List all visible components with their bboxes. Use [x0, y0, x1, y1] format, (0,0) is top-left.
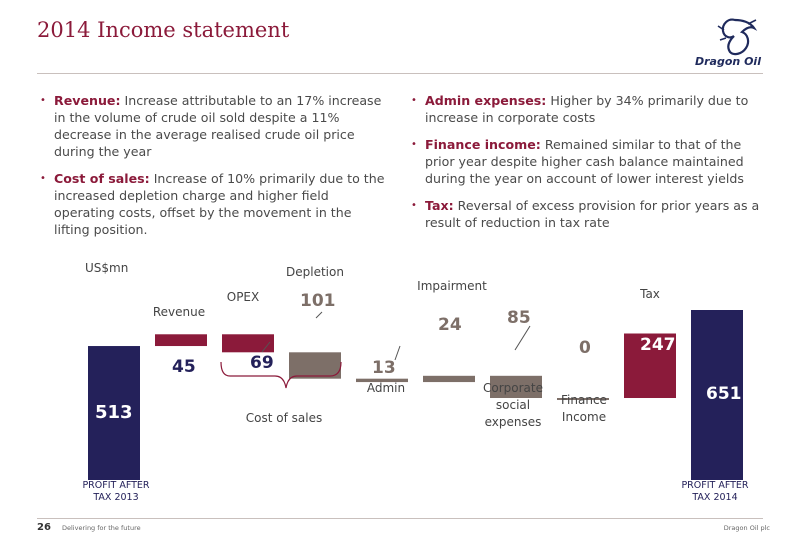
value-label: 45: [172, 357, 196, 377]
value-label: 101: [300, 291, 336, 311]
bullets-left: Revenue: Increase attributable to an 17%…: [38, 92, 388, 248]
bullet-heading: Revenue:: [54, 93, 121, 108]
category-label: social: [496, 398, 530, 412]
bullet-revenue: Revenue: Increase attributable to an 17%…: [38, 92, 388, 160]
value-label: 247: [640, 335, 676, 355]
category-label: Admin: [367, 381, 405, 395]
value-label: 0: [579, 338, 591, 358]
category-label: Impairment: [417, 279, 487, 293]
bullet-heading: Finance income:: [425, 137, 541, 152]
bullet-text: Increase attributable to an 17% increase…: [54, 93, 382, 159]
bullet-tax: Tax: Reversal of excess provision for pr…: [409, 197, 769, 231]
bullet-heading: Tax:: [425, 198, 454, 213]
category-label: OPEX: [227, 290, 259, 304]
value-label: 13: [372, 358, 396, 378]
title-divider: [37, 73, 763, 74]
category-label: Depletion: [286, 265, 344, 279]
category-label: Finance: [561, 393, 607, 407]
bullet-heading: Admin expenses:: [425, 93, 547, 108]
page-number: 26: [37, 522, 51, 533]
page-title: 2014 Income statement: [37, 18, 290, 42]
bar-corporate-social-expenses: [490, 375, 542, 399]
bracket-label: Cost of sales: [246, 411, 322, 425]
category-label: Income: [562, 410, 606, 424]
footer-tagline: Delivering for the future: [62, 524, 141, 532]
value-label: 513: [95, 402, 133, 423]
leader-line: [315, 311, 323, 319]
bar-impairment: [423, 375, 475, 383]
bar-admin: [356, 378, 408, 383]
value-label: 69: [250, 353, 274, 373]
bar-depletion: [289, 352, 341, 379]
bullet-text: Reversal of excess provision for prior y…: [425, 198, 760, 230]
bullets-right: Admin expenses: Higher by 34% primarily …: [409, 92, 769, 241]
bar-profit-after-tax-2013: [88, 346, 140, 480]
bullet-text: Higher by 34% primarily due to increase …: [425, 93, 749, 125]
footer-divider: [37, 518, 763, 519]
bar-revenue: [155, 334, 207, 347]
value-label: 651: [706, 384, 742, 404]
bullet-heading: Cost of sales:: [54, 171, 150, 186]
bullet-admin-expenses: Admin expenses: Higher by 34% primarily …: [409, 92, 769, 126]
bullet-cost-of-sales: Cost of sales: Increase of 10% primarily…: [38, 170, 388, 238]
category-label: PROFIT AFTER: [681, 480, 748, 491]
leader-line: [394, 345, 401, 361]
category-label: Corporate: [483, 381, 543, 395]
bar-opex: [222, 334, 274, 353]
leader-line: [514, 325, 531, 351]
cost-of-sales-bracket: [220, 361, 342, 389]
footer-company: Dragon Oil plc: [723, 524, 770, 532]
logo-text: Dragon Oil: [695, 55, 761, 68]
bar-finance-income: [557, 398, 609, 401]
category-label: expenses: [485, 415, 542, 429]
bullet-finance-income: Finance income: Remained similar to that…: [409, 136, 769, 187]
value-label: 85: [507, 308, 531, 328]
category-label: Revenue: [153, 305, 205, 319]
category-label: TAX 2014: [691, 492, 737, 503]
category-label: PROFIT AFTER: [82, 480, 149, 491]
dragon-logo-icon: [717, 18, 758, 56]
bar-profit-after-tax-2014: [691, 310, 743, 480]
unit-label: US$mn: [85, 261, 128, 275]
leader-line: [261, 341, 271, 353]
bar-tax: [624, 333, 676, 399]
bullet-text: Increase of 10% primarily due to the inc…: [54, 171, 385, 237]
bullet-text: Remained similar to that of the prior ye…: [425, 137, 744, 186]
category-label: Tax: [639, 287, 660, 301]
value-label: 24: [438, 315, 462, 335]
category-label: TAX 2013: [92, 492, 138, 503]
